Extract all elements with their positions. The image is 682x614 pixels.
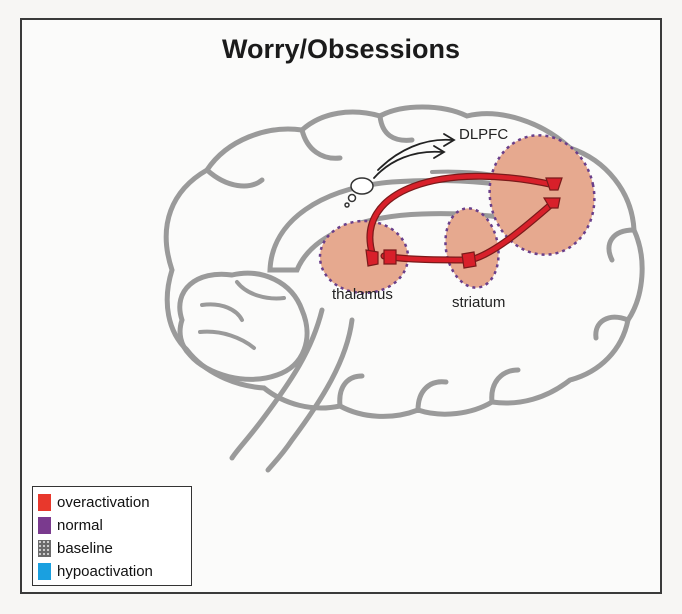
- gyrus-fold: [377, 113, 415, 143]
- brain-outline: [163, 104, 645, 419]
- brainstem: [265, 317, 355, 473]
- dlpfc-label: DLPFC: [459, 126, 509, 143]
- thought-bubble-icon: [344, 177, 374, 208]
- gyrus-fold: [415, 379, 449, 413]
- legend-label: overactivation: [57, 494, 150, 511]
- legend-label: baseline: [57, 540, 113, 557]
- legend-item-baseline: baseline: [38, 537, 186, 560]
- gyrus-fold: [337, 373, 365, 409]
- gyrus-fold: [593, 314, 631, 341]
- gyrus-fold: [299, 127, 343, 161]
- worry-arrows-icon: [373, 133, 456, 179]
- baseline-swatch-icon: [38, 540, 51, 557]
- hypoactivation-swatch-icon: [38, 563, 51, 580]
- legend: overactivation normal baseline hypoactiv…: [32, 486, 192, 586]
- gyrus-fold: [489, 367, 521, 405]
- diagram-frame: Worry/Obsessions: [20, 18, 662, 594]
- gyrus-fold: [606, 227, 637, 263]
- dlpfc-region: [488, 134, 596, 256]
- normal-swatch-icon: [38, 517, 51, 534]
- striatum-label: striatum: [452, 294, 506, 311]
- cerebellum: [177, 270, 310, 382]
- diagram-title: Worry/Obsessions: [221, 34, 461, 64]
- thalamus-label: thalamus: [332, 286, 393, 303]
- cerebellum-fold: [198, 280, 286, 350]
- brainstem: [229, 307, 325, 461]
- legend-item-overactivation: overactivation: [38, 491, 186, 514]
- gyrus-fold: [204, 167, 265, 189]
- overactivation-swatch-icon: [38, 494, 51, 511]
- brain-diagram: [163, 104, 645, 473]
- legend-item-hypoactivation: hypoactivation: [38, 560, 186, 583]
- synapse-terminal-icon: [365, 177, 563, 269]
- legend-label: hypoactivation: [57, 563, 153, 580]
- legend-item-normal: normal: [38, 514, 186, 537]
- legend-label: normal: [57, 517, 103, 534]
